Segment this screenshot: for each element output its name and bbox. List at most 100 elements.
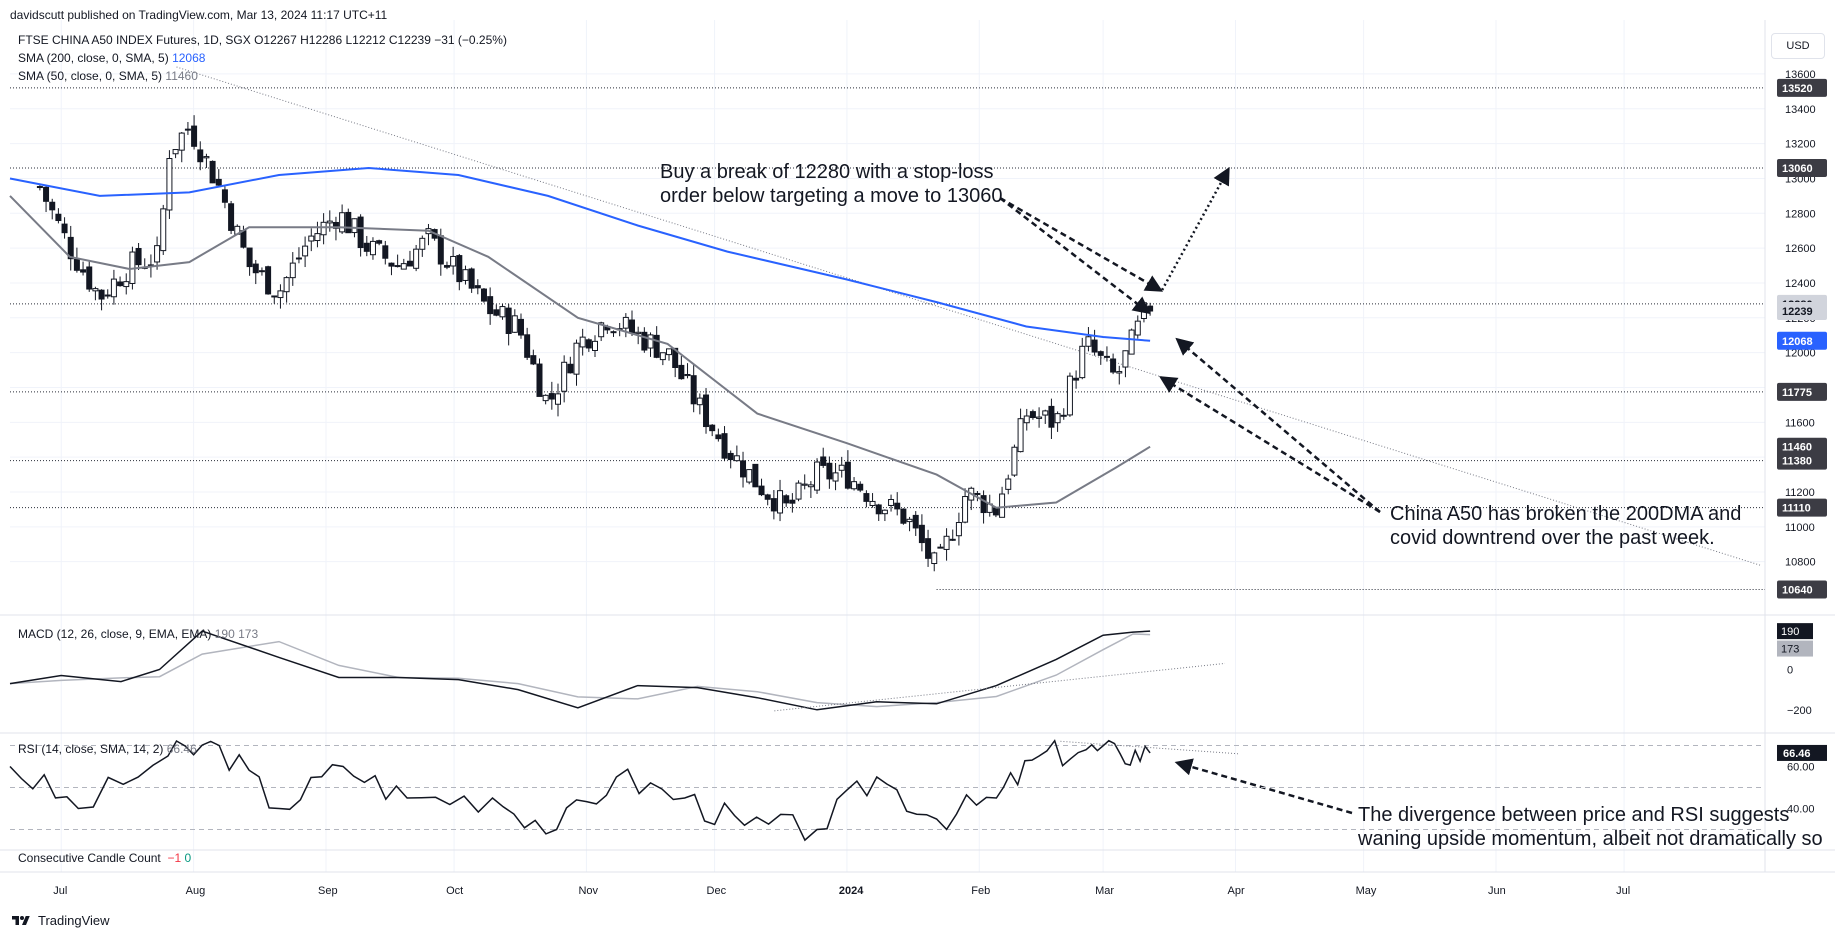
candle-body: [184, 128, 191, 131]
last-price-badge-bg: [1777, 302, 1827, 321]
candle-body: [629, 319, 636, 334]
candle: [400, 258, 407, 270]
arrow-buy-to-high: [999, 196, 1164, 292]
candle: [918, 514, 925, 552]
candle: [851, 477, 858, 491]
candle: [511, 309, 518, 333]
candle-body: [228, 203, 235, 231]
candle: [561, 355, 568, 403]
publisher-line: davidscutt published on TradingView.com,…: [10, 8, 388, 22]
annotation-china-line1: China A50 has broken the 200DMA and: [1390, 503, 1742, 525]
candle: [413, 244, 420, 272]
candle: [1017, 408, 1024, 453]
candle-body: [73, 258, 80, 271]
candle-body: [598, 322, 605, 338]
rsi-legend[interactable]: RSI (14, close, SMA, 14, 2) 66.46: [18, 742, 197, 756]
annotation-buy: Buy a break of 12280 with a stop-loss or…: [660, 160, 1002, 208]
candle: [647, 332, 654, 357]
candle: [166, 150, 173, 219]
sma50-legend[interactable]: SMA (50, close, 0, SMA, 5) 11460: [18, 69, 198, 83]
price-level-badge-bg: [1777, 580, 1827, 599]
candle: [277, 284, 284, 309]
candle: [727, 450, 734, 469]
time-tick-label: 2024: [839, 885, 864, 897]
candle-body: [592, 340, 598, 351]
candle-body: [579, 336, 586, 348]
candle-body: [320, 221, 327, 236]
candle-count-green: 0: [184, 851, 192, 865]
candle: [283, 276, 290, 303]
sma50-line: [9, 195, 1151, 509]
candle-body: [505, 307, 512, 335]
macd-value-badge-bg: [1777, 623, 1813, 640]
tradingview-footer[interactable]: TradingView: [10, 913, 110, 928]
candle-body: [456, 255, 463, 283]
candle-body: [1060, 414, 1067, 417]
candle-body: [752, 463, 759, 488]
symbol-line[interactable]: FTSE CHINA A50 INDEX Futures, 1D, SGX O1…: [18, 33, 507, 47]
candle: [542, 394, 549, 405]
candle: [900, 508, 907, 525]
candle-body: [641, 331, 648, 351]
candle-body: [487, 296, 494, 315]
candle-body: [369, 240, 376, 256]
rsi-value-badge-bg: [1777, 744, 1827, 761]
candle-body: [221, 189, 228, 203]
candle-body: [703, 394, 710, 428]
candle-body: [462, 269, 469, 281]
candle-body: [851, 481, 858, 490]
sma50-label: SMA (50, close, 0, SMA, 5): [18, 69, 163, 83]
candle-body: [61, 223, 68, 234]
candle-body: [178, 132, 185, 151]
candle-body: [36, 186, 43, 189]
candle-body: [203, 156, 210, 159]
candle-body: [622, 316, 629, 329]
currency-button[interactable]: USD: [1771, 33, 1825, 59]
macd-tick-label: −200: [1787, 705, 1812, 717]
candle: [567, 356, 574, 374]
candle-body: [844, 461, 851, 489]
candle: [1103, 346, 1110, 362]
candle-body: [363, 242, 370, 252]
price-level-badge-bg: [1777, 78, 1827, 97]
macd-signal-badge-bg: [1777, 640, 1813, 657]
price-tick-label: 12400: [1785, 278, 1816, 290]
candle-body: [326, 220, 333, 224]
candle: [801, 474, 808, 490]
candle: [363, 235, 370, 257]
candle: [548, 381, 555, 410]
candle: [314, 221, 321, 248]
candle-body: [1147, 305, 1154, 312]
candle-body: [92, 288, 99, 292]
candle: [943, 528, 950, 561]
candle-body: [1066, 375, 1073, 416]
time-tick-label: Jul: [1616, 885, 1630, 897]
arrow-target-up: [1161, 166, 1230, 291]
candle: [863, 490, 870, 508]
candle: [1005, 474, 1012, 495]
candle: [376, 239, 383, 246]
sma200-legend[interactable]: SMA (200, close, 0, SMA, 5) 12068: [18, 51, 205, 65]
arrow-buy-to-break: [999, 197, 1151, 315]
candle: [684, 363, 691, 379]
candle-body: [666, 348, 673, 356]
rsi-axis: 40.00 60.00 66.46: [1777, 744, 1827, 816]
candle-count-red: −1: [167, 851, 182, 865]
time-tick-label: May: [1356, 885, 1377, 897]
candle: [709, 424, 716, 437]
candle: [1134, 315, 1141, 339]
macd-legend[interactable]: MACD (12, 26, close, 9, EMA, EMA) 190 17…: [18, 627, 258, 641]
rsi-value: 66.46: [166, 742, 197, 756]
candle-body: [653, 334, 660, 358]
candle-body: [191, 125, 198, 147]
annotation-rsi: The divergence between price and RSI sug…: [1358, 803, 1823, 851]
candle: [1011, 444, 1018, 477]
candle: [1122, 350, 1129, 378]
candle-count-legend[interactable]: Consecutive Candle Count −1 0: [18, 851, 191, 865]
candle: [178, 132, 185, 163]
candle-body: [764, 494, 771, 500]
candle-body: [912, 514, 919, 529]
macd-tick-label: 0: [1787, 664, 1793, 676]
candle: [678, 356, 685, 380]
